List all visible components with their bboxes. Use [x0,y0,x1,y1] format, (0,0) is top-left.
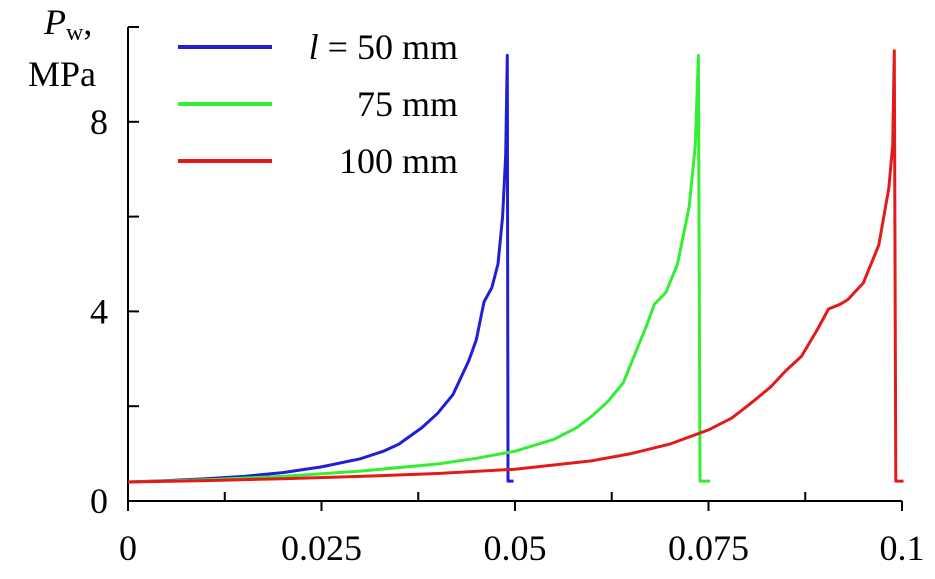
tick-labels: 0 0.025 0.05 0.075 0.1 0 4 8 [90,102,925,568]
y-axis-unit: MPa [28,54,96,94]
x-tick-label: 0.1 [880,528,925,568]
series-line-1 [127,53,514,484]
x-tick-label: 0.025 [281,528,362,568]
x-tick-label: 0.05 [484,528,547,568]
series-line-3 [127,49,904,484]
x-tick-label: 0 [119,528,137,568]
y-tick-label: 0 [90,481,108,521]
legend-label-3: 100 mm [339,141,458,181]
legend-series-name: 75 mm [357,84,458,124]
x-axis-symbol: x [799,566,816,579]
y-axis-symbol: P [43,2,66,42]
legend-label-1: l = 50 mm [309,27,458,67]
legend-series-name: 100 mm [339,141,458,181]
y-axis-title: Pw, [43,2,92,46]
legend-prefix-equals: = [319,27,357,67]
legend-series-name: 50 mm [357,27,458,67]
x-axis-unit: , m [816,566,862,579]
y-axis-subscript: w [66,20,84,46]
x-axis-title: x, m [799,566,862,579]
y-axis-comma: , [83,2,92,42]
legend: l = 50 mm 75 mm 100 mm [178,27,458,181]
y-tick-label: 4 [90,291,108,331]
x-tick-label: 0.075 [668,528,749,568]
axes [127,27,902,502]
series-lines [127,49,904,484]
legend-label-2: 75 mm [357,84,458,124]
axis-titles: Pw, MPa x, m [28,2,862,579]
legend-prefix-symbol: l [309,27,319,67]
series-line-2 [127,53,710,484]
ticks [127,26,903,511]
y-tick-label: 8 [90,102,108,142]
